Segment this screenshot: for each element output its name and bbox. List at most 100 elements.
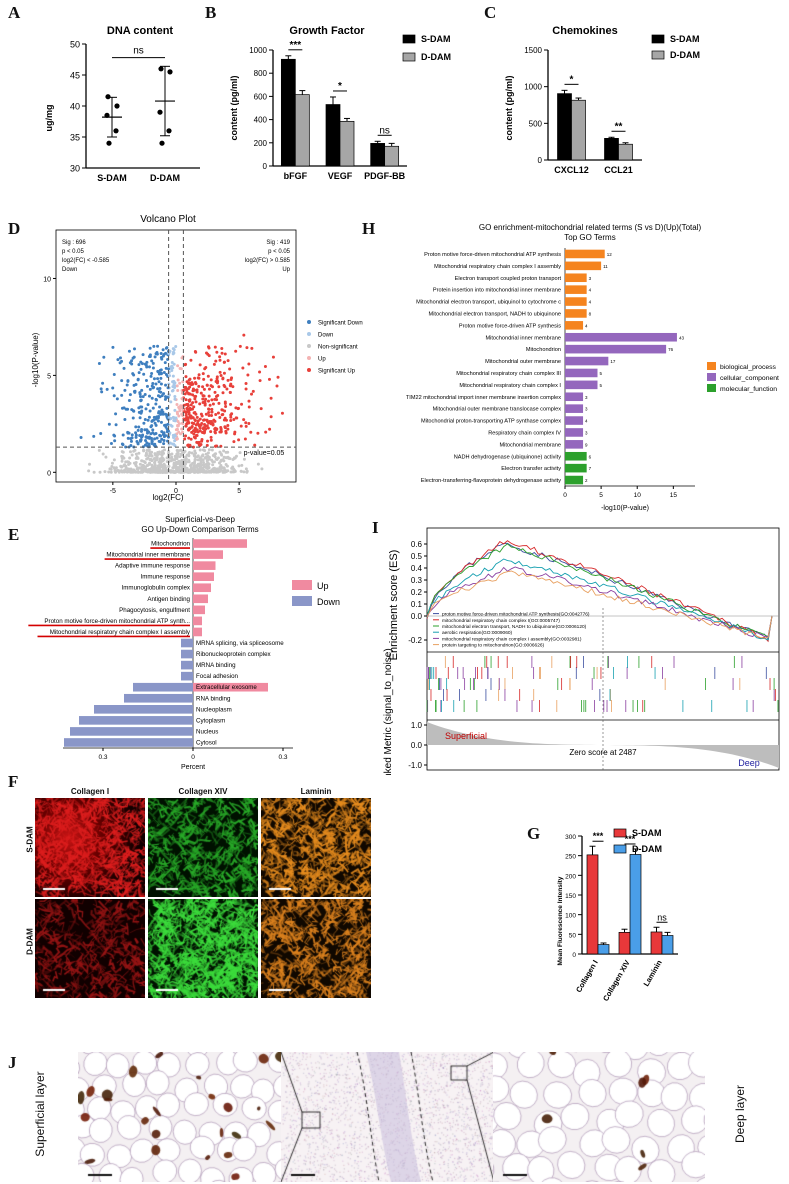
volcano-point	[219, 459, 223, 463]
volcano-point	[147, 394, 151, 398]
volcano-point	[209, 435, 213, 439]
volcano-point	[275, 384, 279, 388]
volcano-point	[205, 443, 209, 447]
volcano-point	[134, 431, 138, 435]
legend-dot	[307, 344, 311, 348]
volcano-point	[158, 405, 162, 409]
y-tick-label: 45	[70, 71, 80, 81]
panel-letter-e: E	[8, 525, 20, 544]
go-term-label: Electron transport coupled proton transp…	[455, 276, 562, 282]
panel-h-title: GO enrichment-mitochondrial related term…	[479, 223, 702, 232]
go-term-label: Mitochondrial respiratory chain complex …	[434, 264, 561, 270]
es-curve	[426, 542, 773, 640]
volcano-point	[242, 333, 246, 337]
volcano-point	[199, 459, 203, 463]
y-tick-label: 150	[565, 893, 576, 900]
volcano-point	[120, 379, 124, 383]
volcano-point	[156, 387, 160, 391]
volcano-point	[242, 470, 246, 474]
volcano-point	[250, 392, 254, 396]
volcano-point	[120, 459, 124, 463]
volcano-point	[204, 427, 208, 431]
volcano-point	[136, 377, 140, 381]
panel-f-figure: Collagen I Collagen XIV Laminin S-DAM D-…	[26, 787, 375, 998]
volcano-point	[231, 465, 235, 469]
volcano-point	[187, 436, 191, 440]
volcano-point	[228, 391, 232, 395]
volcano-point	[145, 453, 149, 457]
bar-s-dam	[280, 58, 296, 167]
volcano-point	[199, 391, 203, 395]
volcano-point	[184, 413, 188, 417]
volcano-point	[154, 453, 158, 457]
volcano-point	[188, 398, 192, 402]
volcano-point	[137, 451, 141, 455]
volcano-point	[144, 438, 148, 442]
x-tick-label: 0.3	[98, 754, 107, 761]
volcano-point	[104, 455, 108, 459]
volcano-point	[92, 434, 96, 438]
volcano-point	[164, 423, 168, 427]
term-label: MRNA splicing, via spliceosome	[196, 640, 284, 647]
volcano-point	[137, 425, 141, 429]
es-curve	[426, 570, 773, 639]
down-bar	[181, 660, 193, 670]
volcano-point	[222, 360, 226, 364]
legend-swatch	[707, 384, 716, 392]
term-label: Nucleoplasm	[196, 706, 232, 713]
panel-letter-a: A	[8, 3, 21, 22]
volcano-point	[154, 467, 158, 471]
volcano-point	[185, 380, 189, 384]
y-tick-label: 0.3	[411, 576, 423, 585]
bar-d-dam	[618, 143, 633, 161]
bar-s-dam	[557, 93, 572, 161]
bar-d-dam	[571, 99, 586, 161]
up-bar	[193, 583, 211, 593]
es-curve	[426, 558, 773, 641]
volcano-point	[164, 383, 168, 387]
volcano-point	[203, 367, 207, 371]
volcano-point	[165, 430, 169, 434]
volcano-point	[226, 359, 230, 363]
y-tick-label: 1500	[524, 46, 542, 55]
micro-s-laminin	[261, 798, 371, 897]
volcano-point	[229, 415, 233, 419]
term-label: Phagocytosis, engulfment	[119, 607, 190, 614]
zero-score-label: Zero score at 2487	[569, 748, 637, 757]
legend-label-s-dam: S-DAM	[670, 34, 700, 44]
volcano-point	[120, 393, 124, 397]
volcano-point	[146, 403, 150, 407]
volcano-point	[191, 387, 195, 391]
volcano-point	[207, 345, 211, 349]
volcano-point	[150, 384, 154, 388]
volcano-point	[150, 424, 154, 428]
volcano-point	[201, 397, 205, 401]
volcano-point	[169, 400, 173, 404]
volcano-point	[244, 382, 248, 386]
go-term-bar	[565, 463, 587, 473]
legend-swatch	[707, 362, 716, 370]
es-curve	[426, 540, 773, 643]
volcano-point	[173, 458, 177, 462]
volcano-point	[145, 384, 149, 388]
volcano-point	[178, 409, 182, 413]
volcano-point	[176, 454, 180, 458]
volcano-point	[224, 404, 228, 408]
volcano-point	[253, 443, 257, 447]
volcano-point	[127, 463, 131, 467]
volcano-point	[205, 424, 209, 428]
volcano-point	[150, 359, 154, 363]
volcano-point	[223, 409, 227, 413]
volcano-point	[180, 412, 184, 416]
volcano-point	[187, 381, 191, 385]
volcano-point	[153, 460, 157, 464]
superficial-label: Superficial	[445, 731, 487, 741]
volcano-point	[206, 374, 210, 378]
volcano-point	[193, 397, 197, 401]
volcano-point	[159, 351, 163, 355]
volcano-point	[203, 470, 207, 474]
volcano-point	[146, 418, 150, 422]
volcano-point	[141, 468, 145, 472]
volcano-point	[100, 390, 104, 394]
volcano-point	[172, 350, 176, 354]
